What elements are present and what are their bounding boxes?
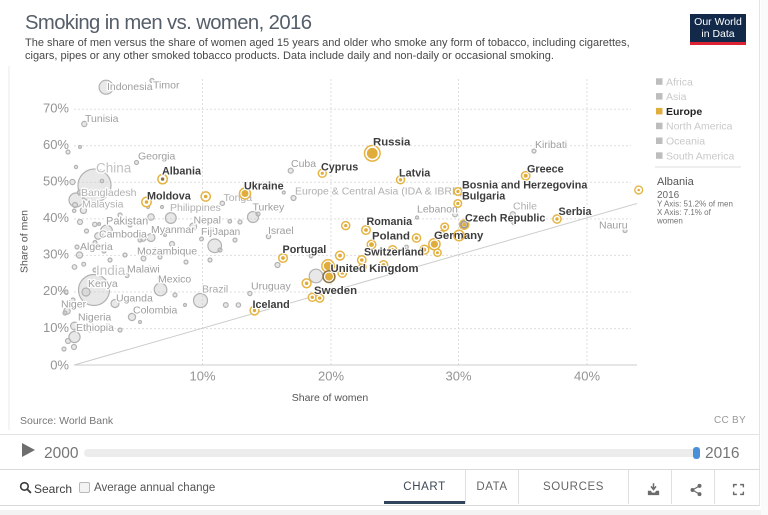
- svg-text:Nauru: Nauru: [599, 220, 628, 232]
- svg-text:Philippines: Philippines: [170, 202, 221, 214]
- svg-text:North America: North America: [666, 121, 733, 133]
- svg-text:Cuba: Cuba: [291, 158, 316, 170]
- svg-text:Nepal: Nepal: [194, 214, 221, 226]
- svg-text:Mozambique: Mozambique: [137, 246, 197, 258]
- svg-text:Turkey: Turkey: [253, 202, 285, 214]
- svg-text:Sweden: Sweden: [314, 285, 357, 297]
- svg-text:30%: 30%: [43, 247, 69, 262]
- svg-text:60%: 60%: [43, 137, 69, 152]
- svg-text:Ethiopia: Ethiopia: [76, 322, 114, 334]
- svg-text:Georgia: Georgia: [138, 151, 176, 163]
- svg-text:Mexico: Mexico: [158, 274, 191, 286]
- svg-text:Greece: Greece: [527, 164, 564, 176]
- svg-text:20%: 20%: [43, 283, 69, 298]
- svg-text:Israel: Israel: [268, 225, 294, 237]
- svg-text:Tunisia: Tunisia: [85, 113, 119, 125]
- svg-text:Africa: Africa: [666, 76, 693, 88]
- svg-text:Kiribati: Kiribati: [535, 139, 567, 151]
- svg-text:Chile: Chile: [513, 201, 537, 213]
- svg-text:Germany: Germany: [434, 230, 484, 242]
- svg-text:Kenya: Kenya: [88, 278, 118, 290]
- svg-text:Portugal: Portugal: [283, 244, 327, 256]
- svg-text:Malaysia: Malaysia: [82, 199, 124, 211]
- svg-text:20%: 20%: [318, 369, 344, 384]
- svg-text:Moldova: Moldova: [147, 191, 192, 203]
- svg-text:Russia: Russia: [373, 137, 411, 149]
- svg-text:Fiji: Fiji: [201, 226, 214, 238]
- svg-text:0%: 0%: [50, 358, 69, 373]
- svg-text:Ukraine: Ukraine: [244, 181, 284, 193]
- svg-text:Albania: Albania: [162, 166, 202, 178]
- svg-text:women: women: [656, 217, 683, 226]
- svg-text:Iceland: Iceland: [253, 299, 290, 311]
- svg-text:Colombia: Colombia: [133, 305, 178, 317]
- svg-text:Bangladesh: Bangladesh: [81, 187, 137, 199]
- svg-text:Latvia: Latvia: [399, 168, 431, 180]
- svg-text:India: India: [96, 263, 126, 278]
- svg-text:40%: 40%: [43, 210, 69, 225]
- svg-text:Indonesia: Indonesia: [107, 81, 153, 93]
- svg-text:Malawi: Malawi: [127, 264, 160, 276]
- svg-text:Oceania: Oceania: [666, 136, 705, 148]
- svg-text:Asia: Asia: [666, 91, 687, 103]
- svg-text:Lebanon: Lebanon: [417, 204, 458, 216]
- svg-text:Cambodia: Cambodia: [99, 229, 147, 241]
- svg-text:Switzerland: Switzerland: [364, 247, 424, 259]
- svg-text:Pakistan: Pakistan: [106, 216, 148, 228]
- svg-text:Algeria: Algeria: [80, 241, 113, 253]
- svg-text:Y Axis: 51.2% of men: Y Axis: 51.2% of men: [657, 200, 733, 209]
- svg-text:Share of men: Share of men: [19, 210, 31, 273]
- svg-text:Czech Republic: Czech Republic: [465, 213, 545, 225]
- svg-text:Bulgaria: Bulgaria: [462, 191, 506, 203]
- svg-text:United Kingdom: United Kingdom: [331, 263, 419, 275]
- svg-text:Brazil: Brazil: [202, 284, 228, 296]
- svg-text:Timor: Timor: [153, 80, 180, 92]
- svg-text:70%: 70%: [43, 100, 69, 115]
- svg-text:40%: 40%: [574, 369, 600, 384]
- svg-text:Myanmar: Myanmar: [151, 224, 195, 236]
- svg-text:Poland: Poland: [372, 231, 410, 243]
- svg-text:Bosnia and Herzegovina: Bosnia and Herzegovina: [462, 180, 588, 192]
- svg-text:Uruguay: Uruguay: [251, 281, 291, 293]
- svg-text:South America: South America: [666, 150, 734, 162]
- svg-text:50%: 50%: [43, 174, 69, 189]
- svg-text:Albania: Albania: [657, 176, 695, 188]
- svg-text:10%: 10%: [189, 369, 215, 384]
- svg-text:Serbia: Serbia: [559, 206, 593, 218]
- svg-text:30%: 30%: [445, 369, 471, 384]
- svg-text:Nigeria: Nigeria: [78, 312, 111, 324]
- svg-text:Europe: Europe: [666, 106, 702, 118]
- svg-text:China: China: [96, 161, 132, 176]
- svg-text:X Axis: 7.1% of: X Axis: 7.1% of: [657, 208, 712, 217]
- svg-text:10%: 10%: [43, 320, 69, 335]
- svg-text:Uganda: Uganda: [116, 293, 153, 305]
- svg-text:Niger: Niger: [61, 299, 87, 311]
- svg-text:2016: 2016: [657, 190, 680, 201]
- svg-text:Japan: Japan: [213, 227, 240, 238]
- svg-text:Romania: Romania: [367, 216, 414, 228]
- svg-text:Cyprus: Cyprus: [321, 162, 358, 174]
- svg-text:Share of women: Share of women: [292, 392, 369, 404]
- svg-text:Europe & Central Asia (IDA & I: Europe & Central Asia (IDA & IBRD): [295, 186, 463, 198]
